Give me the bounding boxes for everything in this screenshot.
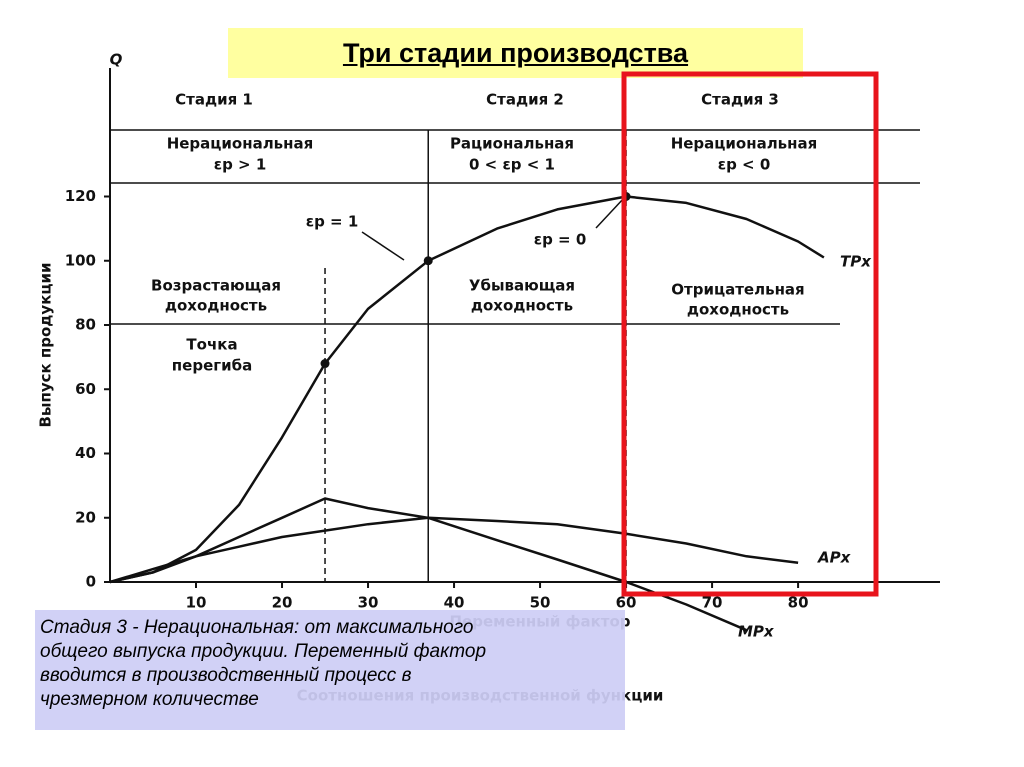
- annotation: Стадия 1: [175, 91, 253, 109]
- x-tick-label: 10: [186, 594, 207, 612]
- y-tick-label: 120: [65, 187, 96, 205]
- annotation: доходность: [471, 297, 573, 315]
- annotation: перегиба: [172, 357, 252, 375]
- annotation: доходность: [165, 297, 267, 315]
- annotation: доходность: [687, 301, 789, 319]
- series-label: MPx: [738, 623, 775, 641]
- x-tick-label: 30: [358, 594, 379, 612]
- annotation: εp = 1: [306, 213, 359, 231]
- series-line: [109, 195, 825, 584]
- annotation: 0 < εp < 1: [469, 156, 555, 174]
- caption-line: общего выпуска продукции. Переменный фак…: [40, 641, 487, 662]
- y-axis-name: Q: [110, 51, 123, 69]
- y-tick-label: 40: [75, 444, 96, 462]
- x-tick-label: 40: [444, 594, 465, 612]
- x-tick-label: 70: [702, 594, 723, 612]
- x-tick-label: 80: [788, 594, 809, 612]
- y-tick-label: 100: [65, 251, 96, 269]
- x-tick-label: 60: [616, 594, 637, 612]
- point-marker: [320, 359, 330, 369]
- annotation: Точка: [186, 336, 237, 354]
- y-tick-label: 60: [75, 380, 96, 398]
- annotation: εp = 0: [534, 231, 587, 249]
- x-tick-label: 50: [530, 594, 551, 612]
- annotation: Убывающая: [469, 277, 575, 295]
- caption-line: чрезмерном количестве: [40, 689, 259, 710]
- series-label: APx: [817, 549, 852, 567]
- y-tick-label: 0: [86, 573, 96, 591]
- y-tick-label: 80: [75, 316, 96, 334]
- annotation: Стадия 3: [701, 91, 779, 109]
- annotation: εp < 0: [718, 156, 771, 174]
- point-marker: [423, 256, 433, 266]
- caption-line: Стадия 3 - Нерациональная: от максимальн…: [40, 617, 474, 638]
- annotation: Отрицательная: [671, 281, 804, 299]
- x-tick-label: 20: [272, 594, 293, 612]
- caption: Стадия 3 - Нерациональная: от максимальн…: [35, 610, 625, 730]
- annotation: Возрастающая: [151, 277, 281, 295]
- pointer: [361, 231, 405, 261]
- annotation: εp > 1: [214, 156, 267, 174]
- pointer: [595, 197, 625, 229]
- caption-line: вводится в производственный процесс в: [40, 665, 412, 686]
- annotation: Рациональная: [450, 135, 574, 153]
- y-tick-label: 20: [75, 508, 96, 526]
- series-label: TPx: [840, 253, 872, 271]
- annotation: Нерациональная: [671, 135, 818, 153]
- y-axis-label: Выпуск продукции: [37, 262, 55, 427]
- annotation: Нерациональная: [167, 135, 314, 153]
- annotation: Стадия 2: [486, 91, 564, 109]
- slide-title: Три стадии производства: [228, 28, 803, 78]
